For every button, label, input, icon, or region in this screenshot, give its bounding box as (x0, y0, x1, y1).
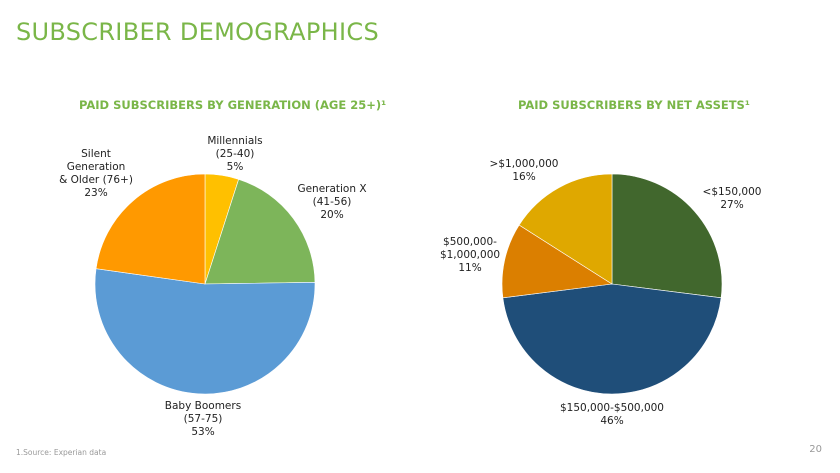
pie-slice-150k-500k (502, 283, 722, 395)
slice-percent: 27% (720, 199, 744, 211)
pie-slice-under-150k (611, 173, 723, 299)
slice-name: Silent Generation & Older (76+) (59, 148, 133, 186)
generation-chart-title: PAID SUBSCRIBERS BY GENERATION (AGE 25+)… (79, 98, 387, 112)
slide-title: SUBSCRIBER DEMOGRAPHICS (16, 18, 379, 46)
slice-name: Generation X (41-56) (297, 183, 367, 208)
pie-slice-silent-generation (95, 173, 206, 285)
pie-slice-baby-boomers (94, 268, 316, 395)
slice-label-500k-1m: $500,000- $1,000,000 11% (434, 236, 506, 275)
pie-slice-over-1m (518, 173, 613, 285)
slice-label-silent-generation: Silent Generation & Older (76+) 23% (50, 148, 142, 200)
slice-name: >$1,000,000 (489, 158, 559, 170)
slice-name: $500,000- $1,000,000 (439, 236, 501, 261)
slice-percent: 23% (84, 187, 108, 199)
slice-name: <$150,000 (702, 186, 762, 198)
net-assets-pie (501, 173, 723, 395)
slice-percent: 16% (512, 171, 536, 183)
slice-percent: 5% (226, 161, 244, 173)
page-number: 20 (809, 444, 822, 455)
generation-pie (94, 173, 316, 395)
slice-label-millennials: Millennials (25-40) 5% (200, 135, 270, 174)
footnote: 1.Source: Experian data (16, 448, 107, 457)
slice-name: Baby Boomers (57-75) (164, 400, 242, 425)
net-assets-chart-title: PAID SUBSCRIBERS BY NET ASSETS¹ (518, 98, 750, 112)
slice-label-150k-500k: $150,000-$500,000 46% (550, 402, 674, 428)
slice-label-generation-x: Generation X (41-56) 20% (290, 183, 374, 222)
slice-percent: 53% (191, 426, 215, 438)
pie-slice-500k-1m (501, 224, 613, 299)
slice-percent: 11% (458, 262, 482, 274)
slice-label-over-1m: >$1,000,000 16% (484, 158, 564, 184)
pie-slice-generation-x (204, 178, 316, 285)
slice-percent: 20% (320, 209, 344, 221)
slice-name: $150,000-$500,000 (560, 402, 664, 414)
slice-percent: 46% (600, 415, 624, 427)
slice-name: Millennials (25-40) (207, 135, 263, 160)
slice-label-baby-boomers: Baby Boomers (57-75) 53% (153, 400, 253, 439)
slice-label-under-150k: <$150,000 27% (692, 186, 772, 212)
